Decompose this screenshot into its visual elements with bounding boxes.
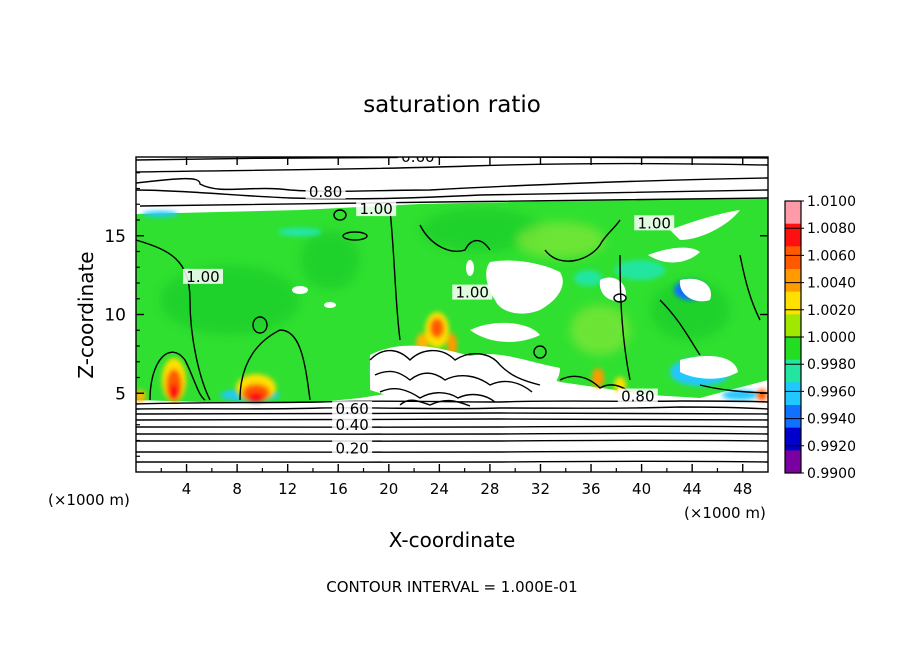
contour-label: 0.40 [335, 416, 368, 434]
contour-label: 0.60 [401, 148, 434, 166]
contour-label-bg [634, 215, 675, 231]
colorbar-label: 1.0000 [807, 330, 856, 346]
contour-label-bg [332, 416, 373, 432]
colorbar-swatch [785, 382, 801, 406]
colorbar: 1.0100 1.0080 1.0060 1.0040 1.0020 1.0000 0.99… [784, 194, 856, 482]
colorbar-swatch [785, 427, 801, 451]
colorbar-swatch [785, 359, 801, 383]
x-tick-label: 12 [278, 480, 297, 498]
contour-label: 1.00 [359, 200, 392, 218]
dry-holes [292, 210, 740, 405]
x-tick-label: 28 [480, 480, 499, 498]
colorbar-swatch [785, 405, 801, 429]
supersaturated-plumes [136, 312, 767, 402]
colorbar-swatch [785, 246, 801, 270]
contour-label: 1.00 [638, 214, 671, 232]
contour-label-bg [452, 284, 493, 300]
contour-label: 1.00 [456, 284, 489, 302]
colorbar-swatch [785, 291, 801, 315]
chart-title: saturation ratio [363, 92, 541, 118]
x-tick-label: 48 [733, 480, 752, 498]
contour-label-bg [617, 388, 658, 404]
colorbar-label: 0.9940 [807, 412, 856, 428]
colorbar-label: 0.9900 [807, 466, 856, 482]
y-tick-label: 15 [104, 227, 126, 247]
contour-label-bg [332, 440, 373, 456]
contour-label: 0.80 [621, 388, 654, 406]
x-tick-label: 44 [683, 480, 702, 498]
colorbar-label: 0.9920 [807, 439, 856, 455]
x-tick-label: 32 [531, 480, 550, 498]
x-axis-label: X-coordinate [389, 528, 516, 552]
colorbar-swatch [785, 337, 801, 361]
y-tick-label: 5 [115, 384, 126, 404]
x-tick-label: 20 [379, 480, 398, 498]
colorbar-label: 0.9960 [807, 384, 856, 400]
colorbar-label: 1.0100 [807, 194, 856, 210]
x-unit-left: (×1000 m) [48, 491, 130, 509]
contour-label: 0.60 [335, 400, 368, 418]
contour-label-bg [356, 201, 397, 217]
contour-lines [136, 157, 768, 463]
x-tick-label: 36 [581, 480, 600, 498]
x-tick-label: 40 [632, 480, 651, 498]
x-tick-label: 8 [232, 480, 242, 498]
y-tick-label: 10 [104, 306, 126, 326]
contour-label-bg [305, 183, 346, 199]
contour-label-bg [397, 157, 438, 165]
colorbar-swatch [785, 201, 801, 225]
contour-label: 1.00 [186, 268, 219, 286]
contour-label: 0.80 [309, 183, 342, 201]
colorbar-swatch [785, 450, 801, 474]
colorbar-swatch [785, 269, 801, 293]
x-tick-label: 16 [329, 480, 348, 498]
colorbar-swatch [785, 223, 801, 247]
y-axis-label: Z-coordinate [74, 251, 98, 378]
contour-label-bg [332, 401, 373, 417]
colorbar-label: 0.9980 [807, 357, 856, 373]
x-tick-label: 4 [182, 480, 192, 498]
contour-label-bg [182, 268, 223, 284]
colorbar-label: 1.0020 [807, 303, 856, 319]
x-unit-right: (×1000 m) [684, 504, 766, 522]
plot-area: 0.600.801.001.001.001.000.800.600.400.20 [136, 148, 768, 472]
colorbar-label: 1.0060 [807, 248, 856, 264]
colorbar-swatch [785, 314, 801, 338]
colorbar-label: 1.0040 [807, 276, 856, 292]
contour-label: 0.20 [335, 440, 368, 458]
x-tick-label: 24 [430, 480, 449, 498]
contour-interval-note: CONTOUR INTERVAL = 1.000E-01 [326, 578, 577, 596]
colorbar-label: 1.0080 [807, 221, 856, 237]
